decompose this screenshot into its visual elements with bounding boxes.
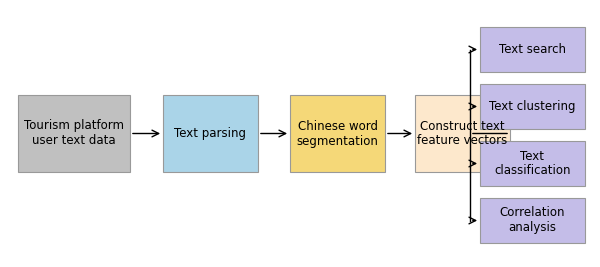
Text: Construct text
feature vectors: Construct text feature vectors [418, 120, 508, 147]
FancyBboxPatch shape [290, 95, 385, 172]
Text: Text parsing: Text parsing [175, 127, 247, 140]
FancyBboxPatch shape [480, 27, 585, 72]
FancyBboxPatch shape [18, 95, 130, 172]
Text: Tourism platform
user text data: Tourism platform user text data [24, 120, 124, 147]
Text: Text search: Text search [499, 43, 566, 56]
FancyBboxPatch shape [480, 84, 585, 129]
FancyBboxPatch shape [480, 198, 585, 243]
Text: Correlation
analysis: Correlation analysis [500, 206, 565, 234]
Text: Text clustering: Text clustering [489, 100, 576, 113]
FancyBboxPatch shape [480, 141, 585, 186]
FancyBboxPatch shape [163, 95, 258, 172]
FancyBboxPatch shape [415, 95, 510, 172]
Text: Text
classification: Text classification [494, 150, 571, 178]
Text: Chinese word
segmentation: Chinese word segmentation [296, 120, 379, 147]
